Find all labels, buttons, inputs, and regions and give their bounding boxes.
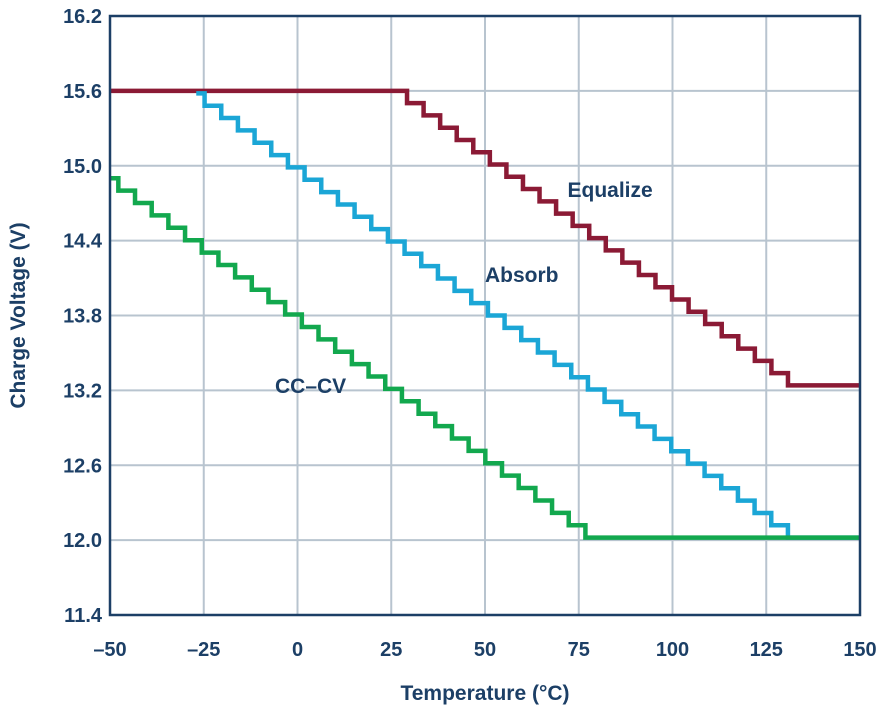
series-line-equalize xyxy=(110,88,860,388)
x-tick-label: –25 xyxy=(187,639,220,661)
x-tick-label: 25 xyxy=(380,639,402,661)
y-tick-label: 12.6 xyxy=(63,455,102,477)
series-labels: Equalize Absorb CC–CV xyxy=(275,179,653,398)
y-tick-label: 14.4 xyxy=(63,231,103,253)
series-label: Absorb xyxy=(485,264,559,287)
y-tick-labels: 11.4 12.0 12.6 13.2 13.8 14.4 15.0 15.6 16.2 xyxy=(63,6,103,627)
grid-lines xyxy=(110,16,860,615)
y-axis-title: Charge Voltage (V) xyxy=(7,222,30,408)
series-line-absorb xyxy=(196,91,860,540)
x-axis-title: Temperature (°C) xyxy=(400,682,569,705)
y-tick-label: 13.2 xyxy=(63,380,102,402)
y-tick-label: 15.6 xyxy=(63,81,102,103)
x-tick-label: 0 xyxy=(292,639,303,661)
x-tick-label: 150 xyxy=(843,639,876,661)
y-tick-label: 15.0 xyxy=(63,156,102,178)
x-tick-label: –50 xyxy=(93,639,126,661)
series-lines xyxy=(110,88,860,540)
y-tick-label: 13.8 xyxy=(63,306,102,328)
x-tick-label: 125 xyxy=(750,639,783,661)
x-tick-labels: –50 –25 0 25 50 75 100 125 150 xyxy=(93,639,876,661)
series-line-cc-cv xyxy=(110,175,860,540)
plot-frame xyxy=(108,14,862,617)
x-tick-label: 75 xyxy=(568,639,590,661)
y-tick-label: 12.0 xyxy=(63,530,102,552)
x-tick-label: 100 xyxy=(656,639,689,661)
y-tick-label: 16.2 xyxy=(63,6,102,28)
series-label: Equalize xyxy=(568,179,653,202)
y-tick-label: 11.4 xyxy=(64,605,103,627)
x-tick-label: 50 xyxy=(474,639,496,661)
series-label: CC–CV xyxy=(275,375,346,398)
